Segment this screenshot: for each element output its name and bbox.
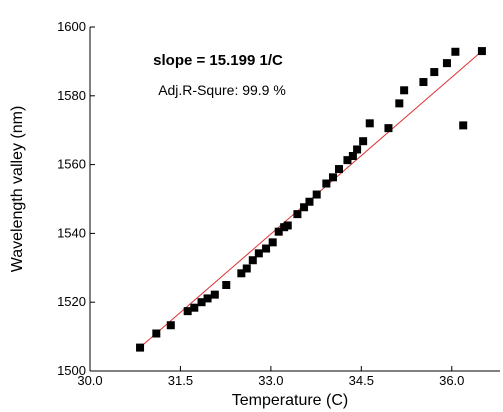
data-point <box>366 119 374 127</box>
x-tick-label: 36.0 <box>439 373 464 388</box>
data-point <box>400 86 408 94</box>
y-tick-label: 1520 <box>57 294 86 309</box>
y-tick-label: 1580 <box>57 88 86 103</box>
plot-axes <box>90 27 500 371</box>
data-point <box>359 137 367 145</box>
data-point <box>313 191 321 199</box>
slope-annotation: slope = 15.199 1/C <box>153 52 283 69</box>
data-point <box>430 68 438 76</box>
data-point <box>353 145 361 153</box>
data-point <box>384 124 392 132</box>
data-point <box>222 281 230 289</box>
data-point <box>478 47 486 55</box>
data-point <box>335 165 343 173</box>
data-point <box>211 291 219 299</box>
x-ticks: 30.0 31.5 33.0 34.5 36.0 <box>77 366 464 388</box>
data-point <box>136 344 144 352</box>
data-point <box>419 78 427 86</box>
data-point <box>269 238 277 246</box>
data-point <box>293 210 301 218</box>
x-tick-label: 34.5 <box>349 373 374 388</box>
y-tick-label: 1560 <box>57 157 86 172</box>
adj-r-square-annotation: Adj.R-Squre: 99.9 % <box>158 82 286 98</box>
y-tick-label: 1500 <box>57 363 86 378</box>
y-tick-label: 1600 <box>57 19 86 34</box>
y-axis-title: Wavelength valley (nm) <box>9 106 26 273</box>
y-ticks: 1500 1520 1540 1560 1580 1600 <box>57 19 95 378</box>
x-tick-label: 31.5 <box>168 373 193 388</box>
y-tick-label: 1540 <box>57 225 86 240</box>
data-point <box>152 330 160 338</box>
data-point <box>249 256 257 264</box>
data-point <box>190 304 198 312</box>
data-point <box>329 173 337 181</box>
x-axis-title: Temperature (C) <box>232 392 348 409</box>
data-point <box>284 221 292 229</box>
data-point <box>204 294 212 302</box>
data-point <box>451 48 459 56</box>
data-point <box>395 99 403 107</box>
data-point <box>167 321 175 329</box>
x-tick-label: 33.0 <box>258 373 283 388</box>
data-point <box>443 59 451 67</box>
data-point <box>305 198 313 206</box>
data-point <box>459 121 467 129</box>
data-point <box>243 264 251 272</box>
data-point <box>255 249 263 257</box>
